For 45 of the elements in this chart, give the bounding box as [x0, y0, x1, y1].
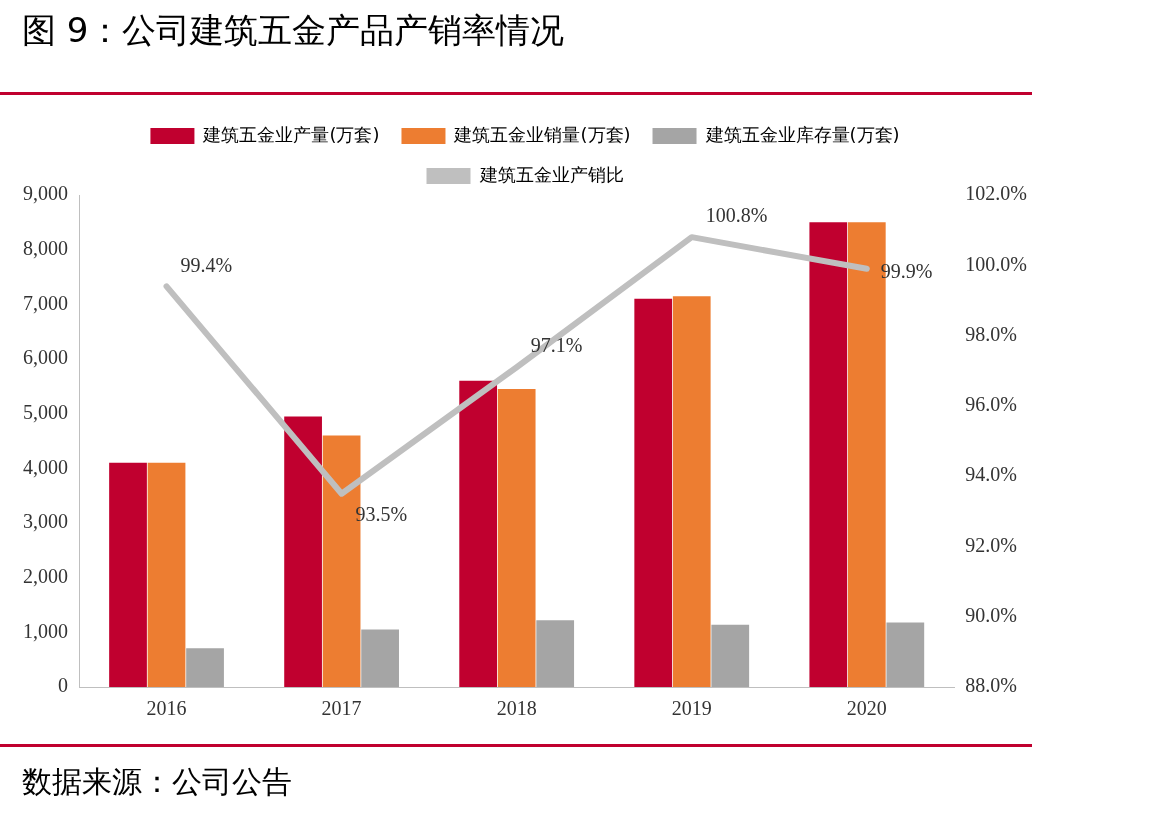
bar — [186, 648, 224, 687]
bar — [361, 629, 399, 687]
bar — [672, 296, 711, 687]
y2-tick-label: 92.0% — [965, 533, 1018, 556]
x-tick-label: 2019 — [671, 697, 712, 720]
bar — [886, 622, 925, 687]
data-label: 99.4% — [180, 253, 233, 276]
y2-tick-label: 100.0% — [965, 252, 1028, 275]
legend-label: 建筑五金业销量(万套) — [453, 123, 631, 145]
bar — [109, 462, 147, 687]
source-note: 数据来源：公司公告 — [22, 763, 292, 801]
bar — [711, 624, 750, 687]
legend-label: 建筑五金业产量(万套) — [202, 123, 380, 145]
y-tick-label: 6,000 — [23, 346, 68, 369]
legend-label: 建筑五金业库存量(万套) — [704, 123, 900, 145]
x-tick-label: 2020 — [846, 697, 887, 720]
data-label: 97.1% — [530, 334, 583, 357]
y-tick-label: 3,000 — [23, 510, 68, 533]
y2-tick-label: 102.0% — [965, 182, 1028, 205]
y-tick-label: 1,000 — [23, 619, 68, 642]
x-tick-label: 2018 — [496, 697, 537, 720]
y-tick-label: 7,000 — [23, 291, 68, 314]
y-tick-label: 8,000 — [23, 236, 68, 259]
legend-label: 建筑五金业产销比 — [478, 163, 624, 185]
bar — [809, 222, 848, 687]
bar — [634, 298, 673, 687]
y2-tick-label: 94.0% — [965, 463, 1018, 486]
chart-title: 图 9：公司建筑五金产品产销率情况 — [22, 9, 565, 52]
y-tick-label: 5,000 — [23, 400, 68, 423]
x-tick-label: 2017 — [321, 697, 362, 720]
y2-tick-label: 98.0% — [965, 322, 1018, 345]
y-tick-label: 0 — [58, 674, 68, 697]
bar — [284, 416, 322, 687]
y-tick-label: 2,000 — [23, 564, 68, 587]
y-tick-label: 9,000 — [23, 182, 68, 205]
x-tick-label: 2016 — [146, 697, 187, 720]
y-tick-label: 4,000 — [23, 455, 68, 478]
y2-tick-label: 90.0% — [965, 603, 1018, 626]
bar — [459, 380, 498, 687]
bar — [497, 389, 536, 687]
y2-tick-label: 88.0% — [965, 674, 1018, 697]
data-label: 100.8% — [705, 204, 768, 227]
y2-tick-label: 96.0% — [965, 393, 1018, 416]
bar — [536, 620, 575, 687]
bar — [147, 462, 186, 687]
